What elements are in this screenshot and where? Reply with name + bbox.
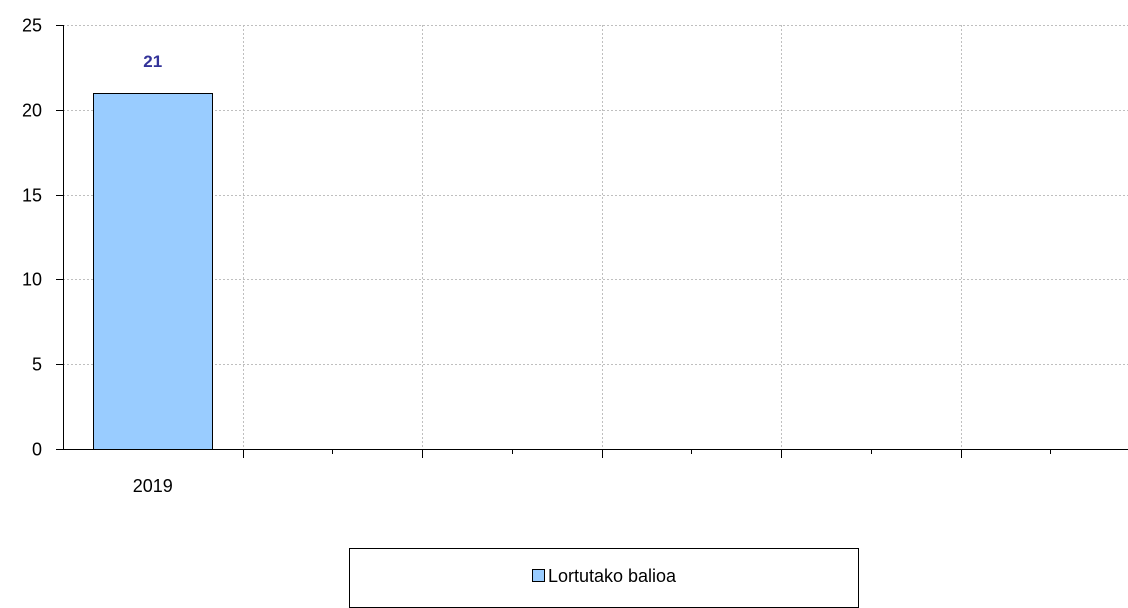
- chart: 21 0 5 10 15 20 25 2019: [22, 16, 1128, 497]
- legend: Lortutako balioa: [349, 548, 859, 608]
- gridlines: [63, 25, 1128, 449]
- y-tick-label: 25: [22, 16, 42, 36]
- bar: [93, 93, 213, 450]
- bars: [93, 93, 213, 450]
- y-tick-label: 5: [32, 355, 42, 375]
- x-tick-label: 2019: [133, 476, 173, 496]
- labels: 21 0 5 10 15 20 25 2019: [22, 16, 173, 497]
- axes: [56, 25, 1128, 458]
- y-tick-label: 15: [22, 186, 42, 206]
- y-tick-label: 20: [22, 101, 42, 121]
- y-tick-label: 0: [32, 440, 42, 460]
- y-tick-label: 10: [22, 270, 42, 290]
- legend-label: Lortutako balioa: [547, 566, 677, 586]
- legend-item: Lortutako balioa: [350, 566, 858, 586]
- legend-swatch: [531, 569, 545, 582]
- data-label: 21: [143, 52, 162, 71]
